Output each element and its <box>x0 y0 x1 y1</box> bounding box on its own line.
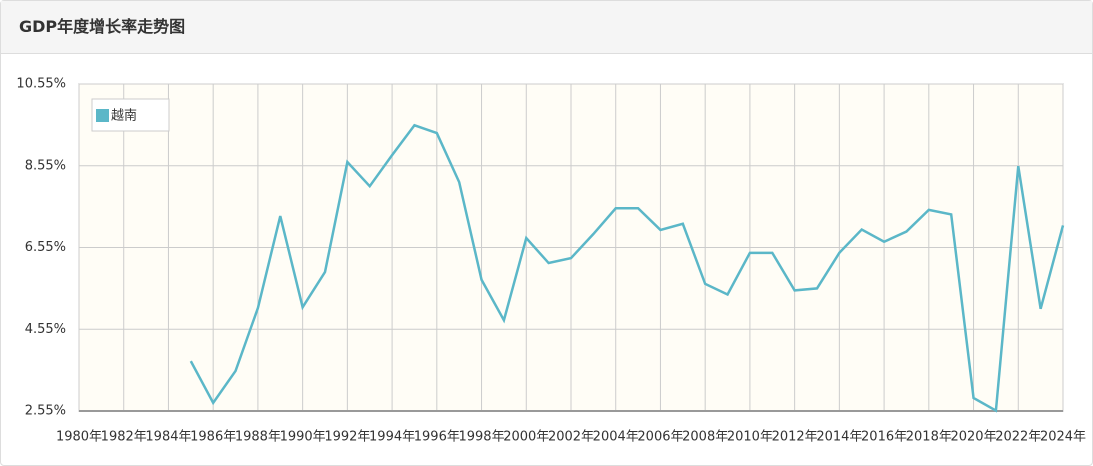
x-tick-label: 1984年 <box>145 430 191 445</box>
y-tick-label: 10.55% <box>16 77 66 92</box>
x-tick-label: 2010年 <box>727 430 773 445</box>
x-tick-label: 1996年 <box>414 430 460 445</box>
y-tick-label: 2.55% <box>25 404 66 419</box>
x-tick-label: 1998年 <box>458 430 504 445</box>
x-tick-label: 2022年 <box>995 430 1041 445</box>
legend-label: 越南 <box>111 108 137 124</box>
x-tick-label: 2018年 <box>906 430 952 445</box>
x-tick-label: 1992年 <box>324 430 370 445</box>
y-tick-label: 8.55% <box>25 158 66 173</box>
x-tick-label: 1994年 <box>369 430 415 445</box>
legend-swatch <box>96 109 109 122</box>
panel-title: GDP年度增长率走势图 <box>1 1 1092 54</box>
x-tick-label: 1986年 <box>190 430 236 445</box>
line <box>189 123 1065 413</box>
x-tick-label: 2014年 <box>816 430 862 445</box>
x-tick-label: 2004年 <box>593 430 639 445</box>
x-tick-label: 2020年 <box>950 430 996 445</box>
x-tick-label: 2012年 <box>772 430 818 445</box>
y-tick-label: 6.55% <box>25 240 66 255</box>
x-tick-label: 2008年 <box>682 430 728 445</box>
x-tick-label: 1980年 <box>56 430 102 445</box>
x-tick-label: 1988年 <box>235 430 281 445</box>
y-tick-label: 4.55% <box>25 322 66 337</box>
x-tick-label: 2006年 <box>637 430 683 445</box>
x-tick-label: 2000年 <box>503 430 549 445</box>
x-tick-label: 1982年 <box>101 430 147 445</box>
x-tick-label: 2016年 <box>861 430 907 445</box>
x-tick-label: 2024年 <box>1040 430 1086 445</box>
x-tick-label: 2002年 <box>548 430 594 445</box>
x-tick-label: 1990年 <box>280 430 326 445</box>
